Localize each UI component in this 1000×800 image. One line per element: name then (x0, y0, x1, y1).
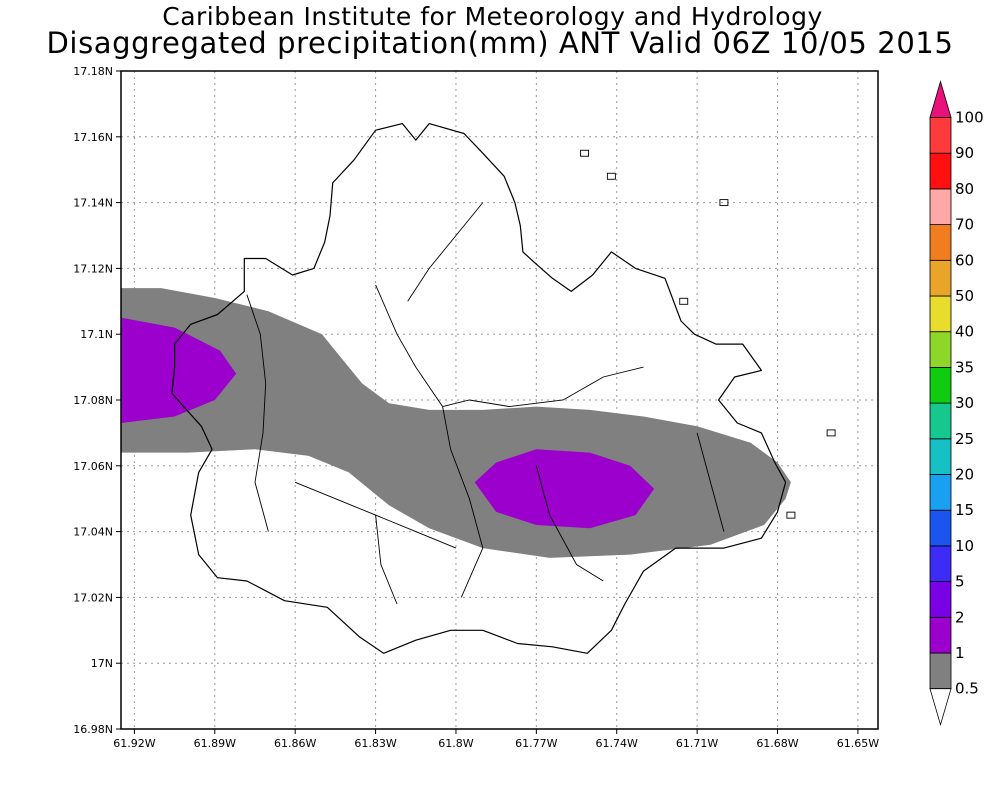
lat-tick-label: 17.08N (73, 394, 113, 407)
lat-tick-label: 17.1N (80, 328, 113, 341)
colorbar-label: 30 (955, 394, 974, 412)
lon-tick-label: 61.77W (515, 737, 557, 750)
colorbar-label: 15 (955, 501, 974, 519)
colorbar-label: 0.5 (955, 680, 979, 698)
islet (679, 297, 689, 305)
lat-tick-label: 17.12N (73, 262, 113, 275)
lat-tick-label: 16.98N (73, 723, 113, 736)
lat-tick-label: 17.18N (73, 65, 113, 78)
colorbar-swatch (929, 259, 952, 297)
boundary-line (442, 366, 644, 408)
islet (580, 149, 590, 157)
boundary-line (407, 202, 484, 302)
lat-tick-label: 17N (91, 657, 113, 670)
longitude-axis: 61.92W 61.89W 61.86W 61.83W 61.8W 61.77W 61.74… (113, 729, 879, 750)
colorbar-label: 2 (955, 608, 965, 626)
coastline-and-boundaries (171, 122, 836, 654)
boundary-line (246, 294, 269, 532)
map-title-product: Disaggregated precipitation(mm) ANT Vali… (46, 26, 954, 60)
boundary-line (375, 284, 484, 598)
colorbar-label: 35 (955, 358, 974, 376)
colorbar-bottom-triangle (929, 688, 952, 727)
lon-tick-label: 61.74W (596, 737, 638, 750)
latitude-axis: 17.18N 17.16N 17.14N 17.12N 17.1N 17.08N 17.06… (73, 65, 121, 736)
boundary-line (535, 465, 604, 582)
colorbar-swatch (929, 366, 952, 404)
map-title-institution: Caribbean Institute for Meteorology and … (162, 2, 823, 31)
colorbar-swatch (929, 545, 952, 583)
colorbar-label: 80 (955, 180, 974, 198)
colorbar-top-triangle (929, 80, 952, 118)
lon-tick-label: 61.83W (354, 737, 396, 750)
colorbar-label: 5 (955, 573, 965, 591)
lon-tick-label: 61.86W (274, 737, 316, 750)
colorbar-label: 50 (955, 287, 974, 305)
lon-tick-label: 61.89W (194, 737, 236, 750)
lat-tick-label: 17.04N (73, 526, 113, 539)
islet (786, 511, 796, 519)
colorbar-swatch (929, 581, 952, 618)
colorbar-swatch (929, 188, 952, 225)
colorbar-label: 40 (955, 323, 974, 341)
lon-tick-label: 61.68W (756, 737, 798, 750)
precip-area-0.5-1 (121, 288, 791, 558)
islet (606, 172, 616, 180)
colorbar-swatch (929, 331, 952, 368)
precip-contours (121, 288, 791, 558)
precip-area-1-2 (121, 317, 237, 423)
colorbar-swatch (929, 295, 952, 333)
colorbar-swatch (929, 652, 952, 690)
colorbar-swatch (929, 474, 952, 511)
colorbar-swatch (929, 438, 952, 475)
lat-tick-label: 17.06N (73, 460, 113, 473)
colorbar-swatch (929, 616, 952, 654)
colorbar-swatch (929, 117, 952, 154)
lat-tick-label: 17.16N (73, 131, 113, 144)
island-coastline (171, 122, 787, 654)
colorbar-swatch (929, 402, 952, 440)
boundary-line (696, 432, 725, 532)
colorbar-swatch (929, 224, 952, 261)
colorbar-label: 60 (955, 251, 974, 269)
colorbar-label: 100 (955, 109, 984, 127)
precip-area-1-2 (474, 449, 655, 529)
colorbar-label: 20 (955, 466, 974, 484)
lat-tick-label: 17.02N (73, 591, 113, 604)
lon-tick-label: 61.65W (837, 737, 879, 750)
islet (826, 429, 836, 437)
lon-tick-label: 61.71W (676, 737, 718, 750)
boundary-line (375, 515, 398, 605)
colorbar-label: 25 (955, 430, 974, 448)
colorbar-swatch (929, 509, 952, 547)
colorbar-swatch (929, 152, 952, 190)
lon-tick-label: 61.8W (438, 737, 473, 750)
colorbar-label: 10 (955, 537, 974, 555)
colorbar-label: 90 (955, 144, 974, 162)
colorbar-label: 1 (955, 644, 965, 662)
lon-tick-label: 61.92W (113, 737, 155, 750)
islet (719, 199, 729, 207)
lat-tick-label: 17.14N (73, 197, 113, 210)
colorbar-label: 70 (955, 216, 974, 234)
